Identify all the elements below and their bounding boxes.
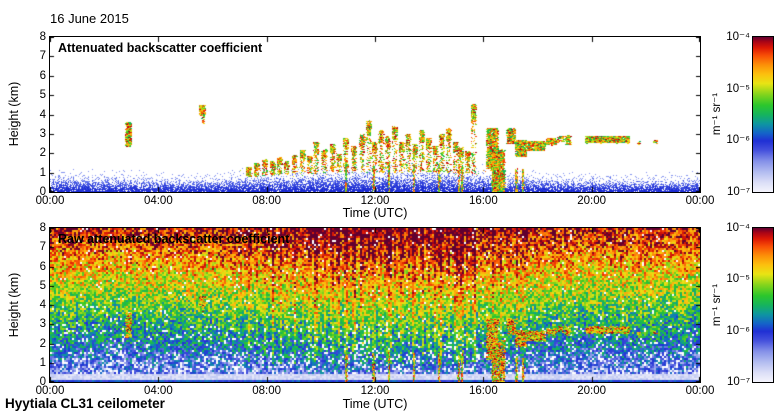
panel2-colorbar: [752, 227, 774, 383]
y-tick-label: 6: [39, 260, 46, 273]
date-label: 16 June 2015: [50, 11, 129, 26]
colorbar-tick-label: 10⁻⁵: [726, 82, 750, 95]
x-tick-label: 20:00: [577, 195, 607, 207]
panel1-colorbar: [752, 36, 774, 193]
instrument-label: Hyytiala CL31 ceilometer: [5, 396, 165, 411]
y-tick-label: 7: [39, 241, 46, 254]
panel-attenuated-backscatter: [49, 36, 701, 193]
panel1-y-axis-label: Height (km): [7, 81, 21, 147]
x-tick-label: 08:00: [252, 195, 282, 207]
y-tick-label: 8: [39, 31, 46, 43]
panel1-x-axis-label: Time (UTC): [342, 206, 408, 220]
y-tick-label: 8: [39, 222, 46, 234]
x-tick-label: 00:00: [685, 385, 715, 397]
y-tick-label: 2: [39, 337, 46, 350]
raw-backscatter-heatmap: [50, 228, 700, 382]
panel2-colorbar-unit: m⁻¹ sr⁻¹: [711, 283, 723, 327]
panel2-colorbar-gradient: [753, 228, 773, 382]
y-tick-label: 2: [39, 147, 46, 160]
panel1-colorbar-unit: m⁻¹ sr⁻¹: [711, 92, 723, 136]
colorbar-tick-label: 10⁻⁶: [726, 134, 750, 147]
colorbar-tick-label: 10⁻⁷: [726, 376, 750, 388]
y-tick-label: 7: [39, 50, 46, 63]
panel1-colorbar-gradient: [753, 37, 773, 192]
attenuated-backscatter-heatmap: [50, 37, 700, 192]
panel2-title: Raw attenuated backscatter coefficient: [58, 232, 290, 246]
panel2-x-axis-label: Time (UTC): [342, 397, 408, 411]
x-tick-label: 00:00: [685, 195, 715, 207]
colorbar-tick-label: 10⁻⁷: [726, 186, 750, 198]
y-tick-label: 1: [39, 166, 46, 179]
colorbar-tick-label: 10⁻⁶: [726, 324, 750, 337]
x-tick-label: 20:00: [577, 385, 607, 397]
colorbar-tick-label: 10⁻⁴: [726, 31, 750, 43]
panel2-y-axis-label: Height (km): [7, 272, 21, 338]
y-tick-label: 1: [39, 356, 46, 369]
panel1-title: Attenuated backscatter coefficient: [58, 41, 263, 55]
y-tick-label: 0: [39, 376, 46, 388]
x-tick-label: 16:00: [468, 385, 498, 397]
colorbar-tick-label: 10⁻⁵: [726, 273, 750, 286]
panel-raw-backscatter: [49, 227, 701, 383]
x-tick-label: 08:00: [252, 385, 282, 397]
colorbar-tick-label: 10⁻⁴: [726, 222, 750, 234]
x-tick-label: 16:00: [468, 195, 498, 207]
y-tick-label: 0: [39, 186, 46, 198]
x-tick-label: 00:00: [35, 195, 65, 207]
x-tick-label: 04:00: [143, 195, 173, 207]
